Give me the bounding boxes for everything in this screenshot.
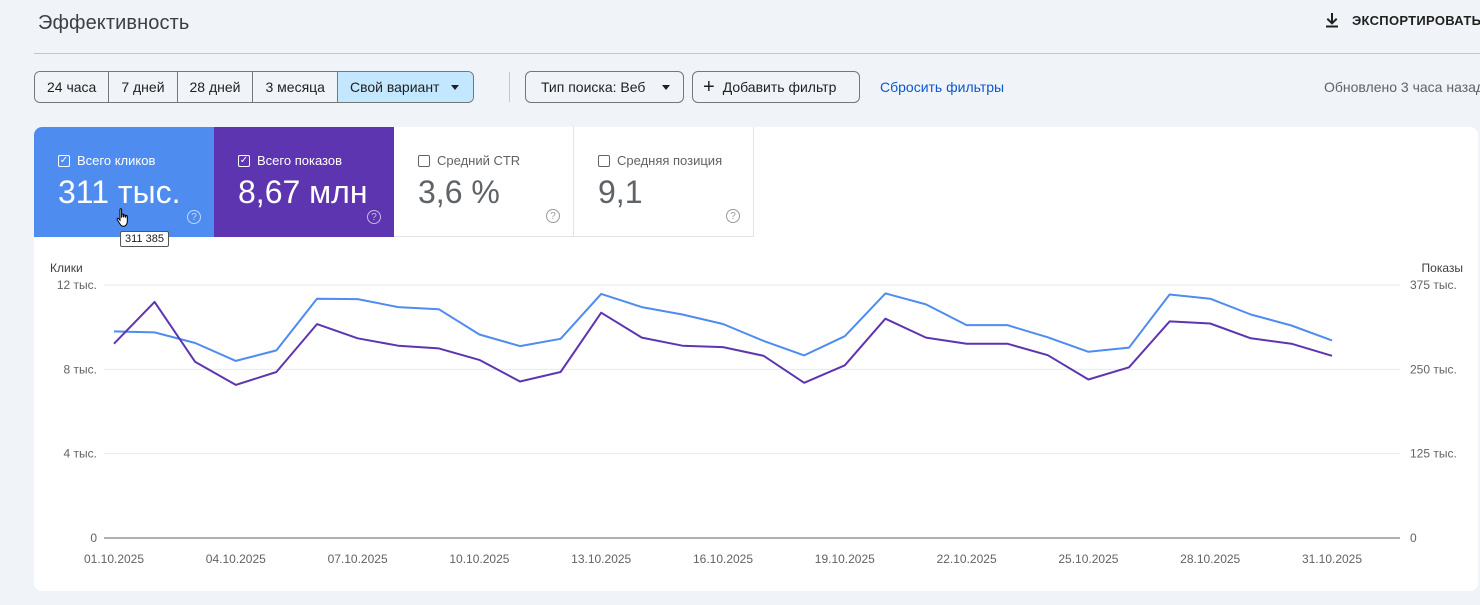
checkbox-icon[interactable]: ✓ [58,154,70,167]
export-button[interactable]: ЭКСПОРТИРОВАТЬ [1322,10,1480,30]
metric-clicks-label: Всего кликов [77,153,156,168]
x-tick-label: 01.10.2025 [84,552,144,566]
x-tick-label: 07.10.2025 [328,552,388,566]
range-custom[interactable]: Свой вариант [337,72,474,102]
metric-position-label: Средняя позиция [617,153,723,168]
help-icon[interactable]: ? [367,210,381,224]
performance-card: ✓ Всего кликов 311 тыс. ? ✓ Всего показо… [34,127,1478,591]
y-axis-left-title: Клики [50,261,83,275]
checkbox-icon[interactable] [418,154,430,167]
range-28d[interactable]: 28 дней [177,72,254,102]
add-filter-label: Добавить фильтр [722,79,837,95]
y-tick-right: 0 [1410,531,1417,545]
x-tick-label: 28.10.2025 [1180,552,1240,566]
metric-impressions[interactable]: ✓ Всего показов 8,67 млн ? [214,127,394,237]
y-tick-left: 0 [90,531,97,545]
filters-divider [509,72,510,102]
help-icon[interactable]: ? [726,209,740,223]
chevron-down-icon [662,84,671,90]
series-line-impressions[interactable] [113,300,1333,386]
metric-ctr-value: 3,6 % [418,174,500,210]
y-tick-left: 12 тыс. [57,278,97,292]
search-type-dropdown[interactable]: Тип поиска: Веб [525,71,684,103]
y-tick-left: 4 тыс. [64,447,97,461]
help-icon[interactable]: ? [546,209,560,223]
metric-position-value: 9,1 [598,174,643,210]
metric-position[interactable]: Средняя позиция 9,1 ? [574,127,754,237]
x-tick-label: 22.10.2025 [937,552,997,566]
date-range-selector: 24 часа 7 дней 28 дней 3 месяца Свой вар… [34,71,475,103]
metric-ctr[interactable]: Средний CTR 3,6 % ? [394,127,574,237]
download-icon [1326,13,1338,28]
x-tick-label: 25.10.2025 [1058,552,1118,566]
range-7d[interactable]: 7 дней [109,72,178,102]
y-axis-right-title: Показы [1422,261,1463,275]
metric-clicks-value: 311 тыс. [58,174,181,210]
range-24h[interactable]: 24 часа [35,72,110,102]
export-label: ЭКСПОРТИРОВАТЬ [1352,12,1480,28]
metric-ctr-label: Средний CTR [437,153,521,168]
x-tick-label: 13.10.2025 [571,552,631,566]
performance-chart[interactable]: Клики Показы 0 0 4 тыс. 125 тыс. 8 тыс. 250 т… [34,127,1478,591]
add-filter-button[interactable]: + Добавить фильтр [692,71,860,103]
reset-filters-link[interactable]: Сбросить фильтры [880,79,1005,95]
x-tick-label: 19.10.2025 [815,552,875,566]
metric-impressions-value: 8,67 млн [238,174,368,210]
x-tick-label: 10.10.2025 [449,552,509,566]
series-line-clicks[interactable] [113,292,1333,362]
updated-status: Обновлено 3 часа назад [1324,79,1480,95]
checkbox-icon[interactable] [598,154,610,167]
x-tick-label: 16.10.2025 [693,552,753,566]
y-tick-right: 375 тыс. [1410,278,1457,292]
search-type-label: Тип поиска: Веб [541,79,646,95]
help-icon[interactable]: ? [187,210,201,224]
header-divider [34,53,1480,54]
y-tick-right: 125 тыс. [1410,447,1457,461]
y-tick-right: 250 тыс. [1410,362,1457,376]
range-custom-label: Свой вариант [349,79,440,95]
value-tooltip: 311 385 [120,231,169,247]
y-tick-left: 8 тыс. [64,362,97,376]
plus-icon: + [703,76,715,98]
hand-cursor-icon [116,208,128,227]
range-3m[interactable]: 3 месяца [253,72,338,102]
x-tick-label: 04.10.2025 [206,552,266,566]
page-title: Эффективность [38,12,190,34]
checkbox-icon[interactable]: ✓ [238,154,250,167]
chevron-down-icon [451,84,460,90]
metric-impressions-label: Всего показов [257,153,342,168]
x-tick-label: 31.10.2025 [1302,552,1362,566]
